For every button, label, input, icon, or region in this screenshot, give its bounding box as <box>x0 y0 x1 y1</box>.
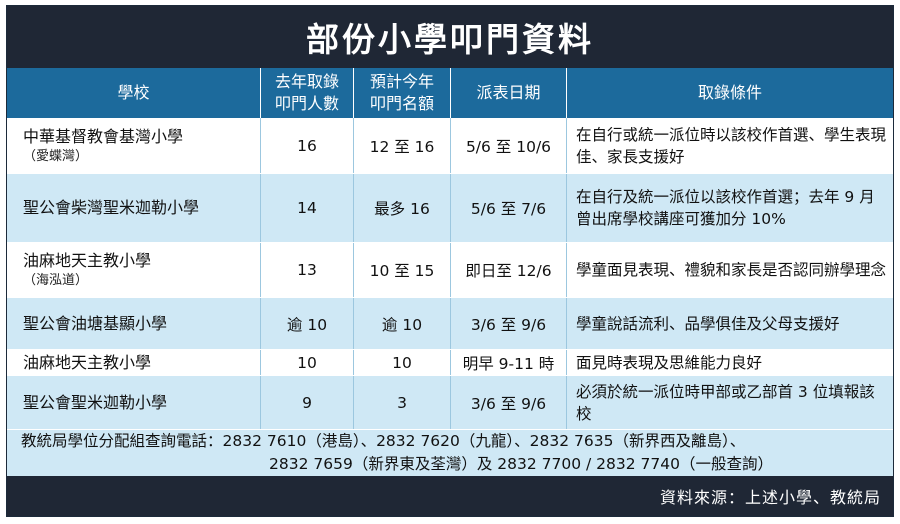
table-row: 聖公會油塘基顯小學 逾 10 逾 10 3/6 至 9/6 學童說話流利、品學俱… <box>7 298 893 350</box>
dates-cell: 3/6 至 9/6 <box>451 376 567 429</box>
last-year-cell: 逾 10 <box>261 298 354 349</box>
school-cell: 油麻地天主教小學 <box>7 350 261 375</box>
conditions-cell: 面見時表現及思維能力良好 <box>576 353 763 372</box>
source-bar: 資料來源：上述小學、教統局 <box>7 476 893 516</box>
table-body: 中華基督教會基灣小學 （愛蝶灣） 16 12 至 16 5/6 至 10/6 在… <box>7 118 893 430</box>
estimate-cell: 10 至 15 <box>354 243 451 297</box>
last-year-cell: 13 <box>261 243 354 297</box>
header-estimate-line2: 叩門名額 <box>369 94 434 113</box>
estimate-cell: 逾 10 <box>354 298 451 349</box>
conditions-cell: 在自行及統一派位以該校作首選；去年 9 月曾出席學校講座可獲加分 10% <box>576 188 875 228</box>
school-name: 油麻地天主教小學 <box>23 352 152 372</box>
conditions-cell: 必須於統一派位時甲部或乙部首 3 位填報該校 <box>576 382 875 423</box>
header-last-year: 去年取錄 叩門人數 <box>261 68 354 118</box>
school-location: （愛蝶灣） <box>23 148 89 164</box>
header-dates-label: 派表日期 <box>476 83 541 102</box>
header-estimate-line1: 預計今年 <box>369 72 434 91</box>
table-row: 聖公會柴灣聖米迦勒小學 14 最多 16 5/6 至 7/6 在自行及統一派位以… <box>7 174 893 243</box>
table-header: 學校 去年取錄 叩門人數 預計今年 叩門名額 派表日期 取錄條件 <box>7 68 893 118</box>
last-year-cell: 16 <box>261 118 354 173</box>
school-name: 油麻地天主教小學 <box>23 251 152 270</box>
estimate-cell: 10 <box>354 350 451 375</box>
school-name: 聖公會聖米迦勒小學 <box>23 392 168 412</box>
last-year-cell: 14 <box>261 174 354 242</box>
dates-cell: 3/6 至 9/6 <box>451 298 567 349</box>
school-location: （海泓道） <box>23 273 89 288</box>
header-last-year-line2: 叩門人數 <box>274 94 339 113</box>
school-name: 聖公會柴灣聖米迦勒小學 <box>23 198 200 217</box>
table-row: 油麻地天主教小學 （海泓道） 13 10 至 15 即日至 12/6 學童面見表… <box>7 243 893 298</box>
school-name: 聖公會油塘基顯小學 <box>23 313 168 333</box>
school-cell: 聖公會油塘基顯小學 <box>7 298 261 349</box>
conditions-cell: 在自行或統一派位時以該校作首選、學生表現佳、家長支援好 <box>576 125 887 166</box>
dates-cell: 5/6 至 10/6 <box>451 118 567 173</box>
header-estimate: 預計今年 叩門名額 <box>354 68 451 118</box>
last-year-cell: 9 <box>261 376 354 429</box>
header-school-label: 學校 <box>117 83 150 102</box>
school-cell: 中華基督教會基灣小學 （愛蝶灣） <box>7 118 261 173</box>
header-last-year-line1: 去年取錄 <box>274 72 339 91</box>
estimate-cell: 3 <box>354 376 451 429</box>
last-year-cell: 10 <box>261 350 354 375</box>
table-row: 油麻地天主教小學 10 10 明早 9-11 時 面見時表現及思維能力良好 <box>7 350 893 376</box>
dates-cell: 5/6 至 7/6 <box>451 174 567 242</box>
header-school: 學校 <box>7 68 261 118</box>
estimate-cell: 最多 16 <box>354 174 451 242</box>
enquiry-phones-line2: 2832 7659（新界東及荃灣）及 2832 7700 / 2832 7740… <box>269 455 773 473</box>
conditions-cell: 學童說話流利、品學俱佳及父母支援好 <box>576 314 840 333</box>
table-row: 聖公會聖米迦勒小學 9 3 3/6 至 9/6 必須於統一派位時甲部或乙部首 3… <box>7 376 893 430</box>
header-conditions-label: 取錄條件 <box>697 83 762 102</box>
page-title: 部份小學叩門資料 <box>306 20 594 59</box>
header-conditions: 取錄條件 <box>567 68 893 118</box>
school-name: 中華基督教會基灣小學 <box>23 126 184 146</box>
dates-cell: 即日至 12/6 <box>451 243 567 297</box>
enquiry-footer: 教統局學位分配組查詢電話：2832 7610（港島）、2832 7620（九龍）… <box>7 430 893 476</box>
title-bar: 部份小學叩門資料 <box>7 6 893 68</box>
source-credit: 資料來源：上述小學、教統局 <box>659 488 881 507</box>
school-cell: 聖公會柴灣聖米迦勒小學 <box>7 174 261 242</box>
dates-cell: 明早 9-11 時 <box>451 350 567 375</box>
table-row: 中華基督教會基灣小學 （愛蝶灣） 16 12 至 16 5/6 至 10/6 在… <box>7 118 893 174</box>
info-panel: 部份小學叩門資料 學校 去年取錄 叩門人數 預計今年 叩門名額 派表日期 取錄條… <box>6 5 894 517</box>
estimate-cell: 12 至 16 <box>354 118 451 173</box>
school-cell: 油麻地天主教小學 （海泓道） <box>7 243 261 297</box>
conditions-cell: 學童面見表現、禮貌和家長是否認同辦學理念 <box>576 261 887 279</box>
school-cell: 聖公會聖米迦勒小學 <box>7 376 261 429</box>
header-dates: 派表日期 <box>451 68 567 118</box>
enquiry-phones-line1: 教統局學位分配組查詢電話：2832 7610（港島）、2832 7620（九龍）… <box>21 432 746 450</box>
